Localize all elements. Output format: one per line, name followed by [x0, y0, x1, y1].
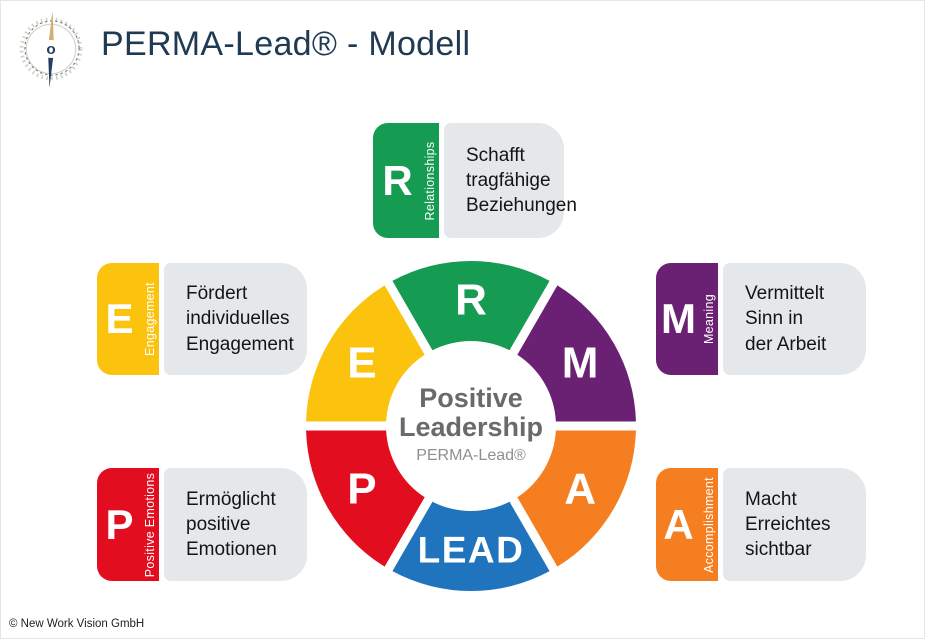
- card-meaning: M Meaning Vermittelt Sinn in der Arbeit: [656, 263, 866, 375]
- svg-text:o: o: [46, 41, 55, 58]
- card-letter-meaning: M: [661, 295, 696, 342]
- donut-letter-engagement: E: [347, 339, 376, 388]
- card-vertical-label-meaning: Meaning: [702, 293, 716, 345]
- card-description-accomplishment: Macht Erreichtes sichtbar: [723, 468, 866, 581]
- card-letter-block-positive-emotions: P Positive Emotions: [97, 468, 159, 581]
- card-vertical-label-positive-emotions: Positive Emotions: [143, 472, 157, 577]
- card-vertical-label-relationships: Relationships: [423, 141, 437, 220]
- card-letter-relationships: R: [382, 156, 413, 204]
- card-vertical-label-engagement: Engagement: [143, 282, 157, 356]
- perma-donut-chart: R M A LEAD P E Positive Leadership PERMA-Lead…: [301, 256, 641, 596]
- card-engagement: E Engagement Fördert individuelles Engagem…: [97, 263, 307, 375]
- card-letter-positive-emotions: P: [105, 500, 134, 548]
- card-accomplishment: A Accomplishment Macht Erreichtes sichtbar: [656, 468, 866, 581]
- donut-letter-positive-emotions: P: [347, 465, 376, 514]
- donut-letter-relationships: R: [455, 276, 487, 325]
- card-description-relationships: Schafft tragfähige Beziehungen: [444, 123, 577, 238]
- donut-letter-meaning: M: [562, 339, 599, 388]
- card-description-positive-emotions: Ermöglicht positive Emotionen: [164, 468, 307, 581]
- donut-segment-engagement: [306, 285, 425, 422]
- card-letter-block-relationships: R Relationships: [373, 123, 439, 238]
- copyright-text: © New Work Vision GmbH: [9, 618, 145, 630]
- page-title: PERMA-Lead® - Modell: [101, 25, 471, 63]
- donut-segment-positive-emotions: [306, 430, 425, 567]
- card-letter-block-engagement: E Engagement: [97, 263, 159, 375]
- donut-segment-lead: [392, 501, 550, 591]
- donut-segment-meaning: [517, 285, 636, 422]
- card-vertical-label-accomplishment: Accomplishment: [702, 476, 716, 573]
- donut-letter-lead: LEAD: [418, 530, 525, 571]
- card-relationships: R Relationships Schafft tragfähige Beziehu…: [373, 123, 577, 238]
- donut-segment-relationships: [392, 261, 550, 351]
- card-letter-block-meaning: M Meaning: [656, 263, 718, 375]
- card-letter-block-accomplishment: A Accomplishment: [656, 468, 718, 581]
- card-letter-accomplishment: A: [663, 500, 694, 548]
- card-description-meaning: Vermittelt Sinn in der Arbeit: [723, 263, 866, 375]
- compass-logo-icon: o: [19, 11, 83, 88]
- donut-letter-accomplishment: A: [564, 465, 596, 514]
- donut-chart-svg: R M A LEAD P E: [306, 261, 636, 591]
- card-positive-emotions: P Positive Emotions Ermöglicht positive Em…: [97, 468, 307, 581]
- donut-segment-accomplishment: [517, 430, 636, 567]
- card-letter-engagement: E: [105, 295, 134, 342]
- card-description-engagement: Fördert individuelles Engagement: [164, 263, 307, 375]
